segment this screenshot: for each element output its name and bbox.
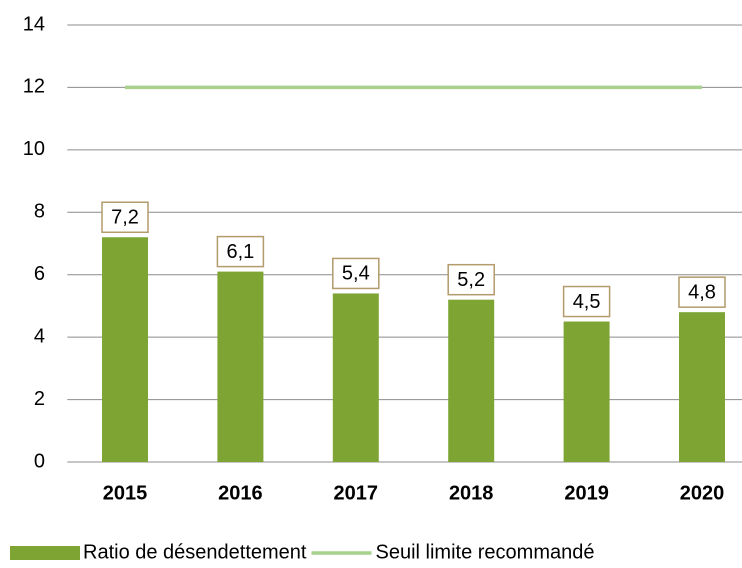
legend-swatch	[10, 546, 80, 560]
data-label: 7,2	[111, 207, 139, 229]
data-label-box	[447, 263, 495, 296]
data-label-box	[101, 201, 149, 234]
x-tick-label: 2019	[564, 482, 609, 504]
bar	[563, 321, 610, 462]
y-tick-label: 14	[23, 13, 45, 35]
bar	[679, 312, 725, 462]
data-label: 4,8	[688, 281, 716, 303]
data-label: 5,2	[457, 269, 485, 291]
bar	[217, 271, 264, 462]
x-tick-label: 2015	[103, 482, 148, 504]
data-label: 6,1	[226, 241, 254, 263]
data-label-box	[332, 257, 380, 290]
x-tick-label: 2016	[218, 482, 263, 504]
x-tick-label: 2018	[449, 482, 494, 504]
legend-label: Ratio de désendettement	[83, 541, 307, 563]
bar	[332, 293, 379, 462]
y-tick-label: 2	[34, 388, 45, 410]
data-label-box	[678, 276, 726, 308]
y-tick-label: 0	[34, 450, 45, 472]
data-label-box	[216, 235, 265, 268]
y-tick-label: 8	[34, 201, 45, 223]
x-tick-label: 2020	[680, 482, 725, 504]
bar	[448, 299, 495, 462]
data-label: 4,5	[573, 291, 601, 313]
x-tick-label: 2017	[334, 482, 379, 504]
bar	[102, 237, 148, 462]
y-tick-label: 4	[34, 325, 45, 347]
data-label: 5,4	[342, 263, 370, 285]
y-tick-label: 12	[23, 76, 45, 98]
data-label-box	[562, 285, 611, 318]
y-tick-label: 6	[34, 263, 45, 285]
legend-label: Seuil limite recommandé	[376, 541, 595, 563]
y-tick-label: 10	[23, 138, 45, 160]
